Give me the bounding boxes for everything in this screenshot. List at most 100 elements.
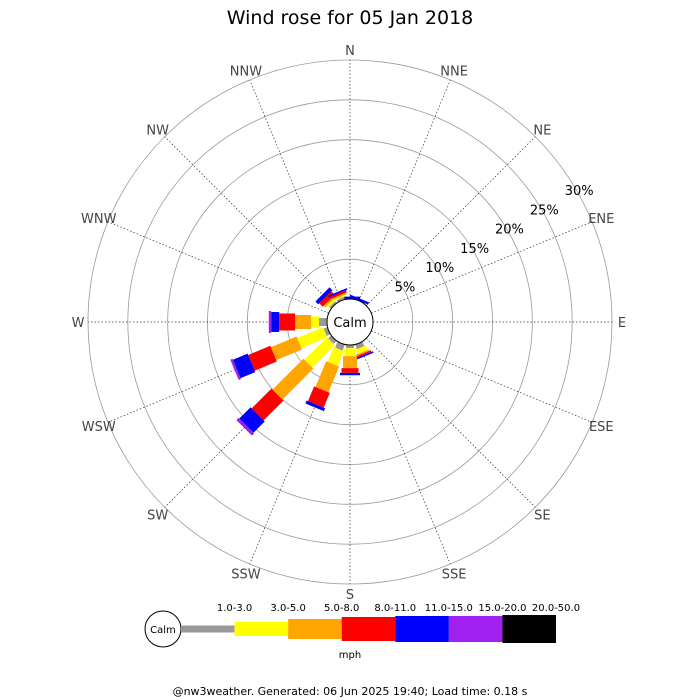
petal-sse-3-0-5-0 bbox=[355, 345, 368, 355]
petal-s-1-0-3-0 bbox=[346, 345, 354, 349]
petal-sw-5-0-8-0 bbox=[272, 358, 314, 400]
petal-s-8-0-11-0 bbox=[341, 368, 359, 373]
petal-w-3-0-5-0 bbox=[311, 316, 319, 328]
legend-label-11-0-15-0: 11.0-15.0 bbox=[425, 603, 473, 614]
grid-ring-20- bbox=[167, 139, 533, 505]
direction-label-ssw: SSW bbox=[231, 567, 261, 582]
grid-spoke-wnw bbox=[107, 221, 329, 314]
legend-label-3-0-5-0: 3.0-5.0 bbox=[270, 603, 305, 614]
petal-sse-1-0-3-0 bbox=[355, 341, 365, 350]
ring-label-15-: 15% bbox=[460, 242, 489, 257]
petal-sw-11-0-15-0 bbox=[239, 407, 265, 433]
direction-label-se: SE bbox=[534, 508, 550, 523]
grid-spoke-ese bbox=[371, 330, 593, 423]
legend-label-5-0-8-0: 5.0-8.0 bbox=[324, 603, 359, 614]
direction-label-ene: ENE bbox=[588, 212, 614, 227]
petal-ssw-8-0-11-0 bbox=[308, 386, 330, 408]
petal-wsw-5-0-8-0 bbox=[270, 336, 302, 361]
petal-ssw-5-0-8-0 bbox=[315, 361, 340, 393]
petal-nnw-3-0-5-0 bbox=[334, 295, 346, 301]
legend-swatch-1-0-3-0 bbox=[181, 625, 235, 633]
petal-sw-3-0-5-0 bbox=[304, 337, 335, 368]
petal-s-5-0-8-0 bbox=[343, 356, 357, 369]
speed-legend: Calm 1.0-3.0 3.0-5.0 5.0-8.0 8.0-11.0 11.0-15… bbox=[144, 603, 580, 661]
petal-sw-8-0-11-0 bbox=[251, 388, 284, 421]
petal-w-15-0-20-0 bbox=[268, 311, 272, 333]
petal-w-8-0-11-0 bbox=[279, 313, 296, 331]
direction-label-ese: ESE bbox=[589, 420, 614, 435]
petal-sse-5-0-8-0 bbox=[356, 349, 370, 357]
legend-label-8-0-11-0: 8.0-11.0 bbox=[374, 603, 416, 614]
petal-sse-8-0-11-0 bbox=[355, 350, 372, 359]
calm-label: Calm bbox=[333, 316, 366, 331]
direction-label-nnw: NNW bbox=[230, 65, 262, 80]
direction-label-w: W bbox=[72, 316, 85, 331]
polar-grid bbox=[87, 59, 613, 585]
grid-ring-10- bbox=[246, 218, 454, 426]
petal-wsw-8-0-11-0 bbox=[248, 345, 277, 371]
legend-label-1-0-3-0: 1.0-3.0 bbox=[217, 603, 252, 614]
petal-nnw-1-0-3-0 bbox=[336, 297, 345, 303]
petal-ssw-11-0-15-0 bbox=[305, 400, 326, 412]
ring-label-5-: 5% bbox=[395, 281, 416, 296]
petal-sw-1-0-3-0 bbox=[328, 335, 337, 344]
direction-labels: N NNE NE ENE E ESE SE SSE S SSW SW WSW W WNW NW NNW bbox=[72, 44, 627, 603]
direction-label-sw: SW bbox=[147, 508, 168, 523]
legend-swatch-3-0-5-0 bbox=[234, 622, 289, 636]
petal-w-11-0-15-0 bbox=[271, 312, 280, 332]
ring-label-25-: 25% bbox=[530, 203, 559, 218]
petal-nnw-5-0-8-0 bbox=[332, 292, 347, 300]
grid-spoke-se bbox=[366, 338, 536, 508]
legend-swatch-5-0-8-0 bbox=[288, 619, 342, 639]
direction-label-nw: NW bbox=[146, 124, 169, 139]
legend-calm-label: Calm bbox=[150, 625, 176, 636]
grid-spoke-ene bbox=[371, 221, 593, 314]
petal-s-3-0-5-0 bbox=[344, 348, 356, 357]
petal-sw-15-0-20-0 bbox=[236, 417, 255, 436]
petal-ssw-3-0-5-0 bbox=[327, 347, 344, 366]
ring-label-10-: 10% bbox=[425, 261, 454, 276]
petal-nw-1-0-3-0 bbox=[329, 301, 337, 309]
grid-spoke-ne bbox=[366, 136, 536, 306]
ring-label-20-: 20% bbox=[495, 223, 524, 238]
legend-label-20-0-50-0: 20.0-50.0 bbox=[532, 603, 580, 614]
ring-labels: 5% 10% 15% 20% 25% 30% bbox=[395, 184, 594, 296]
grid-spoke-nne bbox=[358, 79, 451, 301]
petal-w-5-0-8-0 bbox=[295, 315, 312, 329]
petal-wsw-3-0-5-0 bbox=[297, 327, 328, 349]
petal-nw-3-0-5-0 bbox=[326, 298, 336, 308]
petals bbox=[230, 287, 374, 436]
grid-spoke-nnw bbox=[249, 79, 342, 301]
petal-wsw-1-0-3-0 bbox=[323, 327, 331, 336]
petal-sse-11-0-15-0 bbox=[354, 351, 374, 361]
petal-wsw-11-0-15-0 bbox=[232, 353, 256, 379]
footer-text: @nw3weather. Generated: 06 Jun 2025 19:4… bbox=[173, 685, 528, 698]
grid-ring-25- bbox=[127, 99, 573, 545]
legend-swatch-8-0-11-0 bbox=[341, 617, 396, 641]
direction-label-e: E bbox=[618, 316, 626, 331]
legend-unit: mph bbox=[339, 650, 361, 661]
petal-nw-11-0-15-0 bbox=[315, 287, 333, 305]
direction-label-nne: NNE bbox=[440, 65, 468, 80]
petal-s-11-0-15-0 bbox=[340, 372, 360, 376]
petal-nne-11-0-15-0 bbox=[349, 294, 369, 305]
petal-wsw-15-0-20-0 bbox=[230, 358, 241, 380]
direction-label-s: S bbox=[346, 588, 354, 603]
direction-label-wsw: WSW bbox=[82, 420, 116, 435]
direction-label-sse: SSE bbox=[442, 567, 467, 582]
calm-circle-shape bbox=[326, 298, 374, 346]
direction-label-wnw: WNW bbox=[81, 212, 117, 227]
chart-title: Wind rose for 05 Jan 2018 bbox=[227, 7, 474, 29]
direction-label-n: N bbox=[345, 44, 355, 59]
grid-spoke-sse bbox=[358, 343, 451, 565]
direction-label-ne: NE bbox=[533, 124, 551, 139]
calm-circle: Calm bbox=[326, 298, 374, 346]
legend-swatch-15-0-20-0 bbox=[448, 616, 503, 642]
ring-label-30-: 30% bbox=[565, 184, 594, 199]
legend-label-15-0-20-0: 15.0-20.0 bbox=[478, 603, 526, 614]
legend-swatch-20-0-50-0 bbox=[502, 615, 556, 643]
petal-nnw-8-0-11-0 bbox=[330, 290, 347, 299]
petal-w-1-0-3-0 bbox=[319, 318, 327, 326]
petal-nw-5-0-8-0 bbox=[323, 295, 336, 308]
